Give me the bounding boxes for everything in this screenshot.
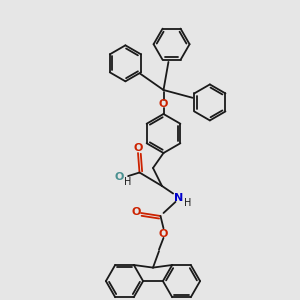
Text: H: H bbox=[124, 177, 131, 188]
Text: O: O bbox=[159, 229, 168, 239]
Text: N: N bbox=[174, 193, 183, 203]
Text: H: H bbox=[184, 197, 191, 208]
Text: O: O bbox=[131, 206, 141, 217]
Text: O: O bbox=[159, 99, 168, 110]
Text: O: O bbox=[133, 143, 143, 153]
Text: O: O bbox=[115, 172, 124, 182]
